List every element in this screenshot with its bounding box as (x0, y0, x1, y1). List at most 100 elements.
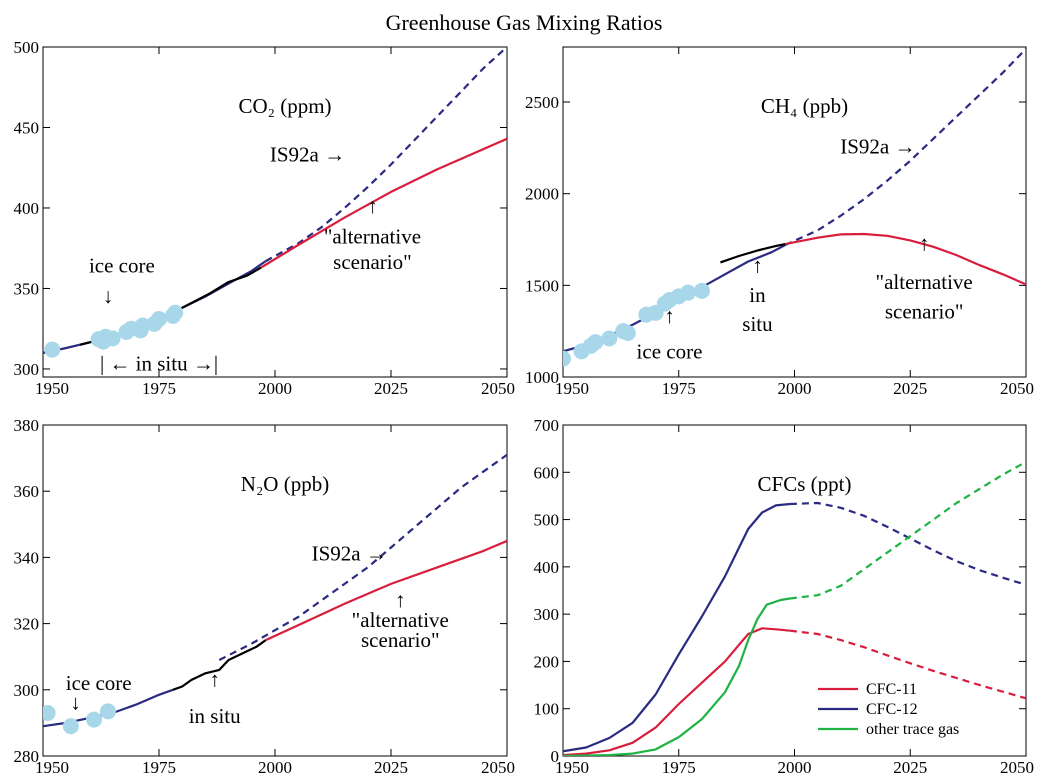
ice-core-point (587, 334, 604, 351)
ice-core-point (43, 704, 56, 721)
y-tick-label: 350 (14, 279, 40, 298)
annotation-alt_arrow: ↑ (919, 232, 930, 256)
annotation-ice1: ice core (89, 253, 155, 277)
annotation-insitu_arrow: ↑ (209, 667, 220, 691)
annotation-alt1: "alternative (324, 224, 421, 248)
ice-core-point (601, 330, 618, 347)
y-tick-label: 400 (14, 199, 40, 218)
x-tick-label: 2050 (1000, 379, 1034, 398)
y-tick-label: 500 (14, 38, 40, 57)
series-group (563, 460, 1026, 756)
x-tick-label: 2000 (778, 758, 812, 777)
series-line-other_dashed (789, 460, 1026, 600)
x-tick-label: 1975 (662, 758, 696, 777)
series-line-alternative (784, 232, 1026, 286)
annotation-insitu_arrow: ↑ (752, 254, 763, 278)
series-line-other_solid (563, 597, 791, 756)
y-tick-label: 500 (534, 511, 560, 530)
annotation-alt1: "alternative (352, 608, 449, 632)
x-tick-label: 1975 (142, 758, 176, 777)
series-line-insitu (172, 639, 267, 691)
x-tick-label: 2025 (374, 758, 408, 777)
series-line-insitu (720, 243, 786, 264)
annotation-alt1: "alternative (876, 270, 973, 294)
ice-core-point (680, 284, 697, 301)
x-tick-label: 2050 (1000, 758, 1034, 777)
ice-core-point (693, 282, 710, 299)
ice-core-point (44, 341, 61, 358)
annotation-alt2: scenario" (361, 628, 440, 652)
annotation-ice_arrow: ↓ (70, 691, 81, 715)
series-line-alternative (260, 137, 507, 269)
ice-core-point (619, 325, 636, 341)
y-tick-label: 380 (14, 416, 40, 435)
annotation-insitu1: in (749, 283, 766, 307)
x-tick-label: 1950 (35, 758, 69, 777)
x-tick-label: 1950 (35, 379, 69, 398)
panel-title: N₂O (ppb) (241, 472, 329, 496)
annotation-ice_arrow: ↑ (664, 304, 675, 328)
series-group (43, 47, 507, 358)
x-tick-label: 2000 (778, 379, 812, 398)
panel-co2: 1950 1975 2000 2025 2050 300 350 400 450 500 CO₂ (… (14, 38, 516, 398)
y-tick-label: 700 (534, 416, 560, 435)
ice-core-point (99, 703, 116, 720)
panel-ch4: 1950 1975 2000 2025 2050 1000 1500 2000 2500 CH₄ … (525, 46, 1034, 398)
y-tick-label: 600 (534, 463, 560, 482)
y-tick-label: 1000 (525, 368, 559, 387)
panel-title: CH₄ (ppb) (761, 94, 848, 118)
series-group (43, 453, 507, 735)
x-tick-label: 2000 (258, 379, 292, 398)
annotation-is92a: IS92a → (312, 542, 387, 566)
y-tick-label: 320 (14, 615, 40, 634)
annotation-alt_arrow: ↑ (367, 194, 378, 218)
annotation-is92a: IS92a → (270, 142, 345, 166)
y-tick-label: 1500 (525, 276, 559, 295)
series-line-cfc12_dashed (789, 501, 1026, 586)
annotation-insitu2: situ (742, 312, 773, 336)
series-line-is92a_dashed (784, 48, 1026, 247)
series-line-cfc11_dashed (789, 629, 1026, 700)
ice-core-point (86, 711, 103, 728)
series-group (563, 48, 1026, 367)
annotation-ice_arrow: ↓ (103, 284, 114, 308)
series-line-is92a_dashed (265, 47, 507, 263)
x-tick-label: 1975 (662, 379, 696, 398)
annotation-is92a: IS92a → (840, 134, 915, 158)
panel-cfcs: 1950 1975 2000 2025 2050 0 100 200 300 400 500 600 7… (534, 416, 1035, 777)
y-tick-label: 100 (534, 700, 560, 719)
panel-n2o: 1950 1975 2000 2025 2050 280 300 320 340 360 380 N₂… (14, 416, 516, 777)
legend-label: CFC-12 (866, 701, 918, 718)
annotation-alt2: scenario" (885, 299, 964, 323)
x-tick-label: 2025 (893, 758, 927, 777)
legend-label: other trace gas (866, 721, 959, 738)
y-tick-label: 300 (14, 360, 40, 379)
x-tick-label: 1950 (555, 379, 589, 398)
x-tick-label: 2025 (893, 379, 927, 398)
annotation-insitu: | ← in situ →| (100, 352, 218, 376)
x-tick-label: 1975 (142, 379, 176, 398)
ice-core-point (167, 304, 184, 321)
y-tick-label: 2000 (525, 185, 559, 204)
legend-label: CFC-11 (866, 681, 917, 698)
y-tick-label: 2500 (525, 93, 559, 112)
x-tick-label: 2000 (258, 758, 292, 777)
y-tick-label: 400 (534, 558, 560, 577)
y-tick-label: 0 (551, 747, 560, 766)
series-line-alternative (265, 539, 507, 642)
panel-title: CFCs (ppt) (758, 472, 852, 496)
annotation-insitu1: in situ (189, 704, 241, 728)
series-line-is92a_dashed (218, 453, 507, 661)
ice-core-point (104, 330, 121, 347)
panel-title: CO₂ (ppm) (238, 94, 331, 118)
y-tick-label: 300 (14, 681, 40, 700)
ice-core-point (151, 311, 167, 328)
x-tick-label: 2050 (481, 758, 515, 777)
annotation-alt2: scenario" (333, 250, 412, 274)
x-tick-label: 2025 (374, 379, 408, 398)
y-tick-label: 340 (14, 548, 40, 567)
y-tick-label: 450 (14, 118, 40, 137)
series-line-cfc11_solid (563, 627, 791, 756)
y-tick-label: 360 (14, 482, 40, 501)
